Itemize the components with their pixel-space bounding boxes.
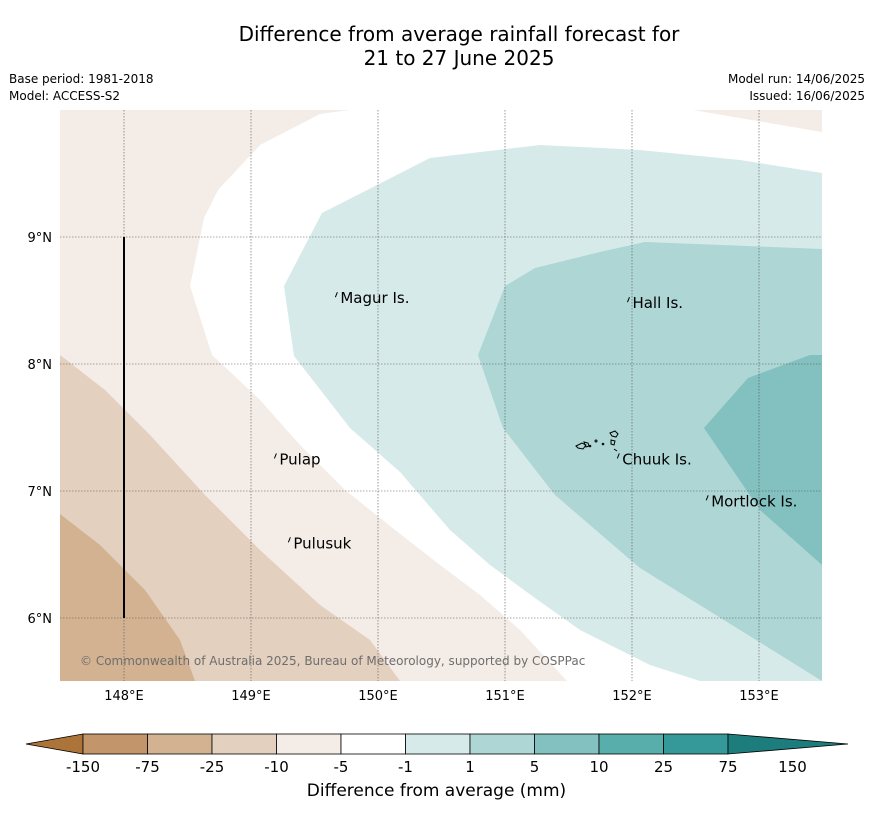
latitude-tick-label: 8°N [28, 358, 53, 373]
place-label: Magur Is. [340, 289, 409, 307]
island-marker [273, 453, 277, 459]
place-label: Pulusuk [293, 534, 351, 552]
colorbar-tick-label: 75 [718, 758, 737, 776]
island-marker [287, 537, 291, 543]
colorbar-segment [82, 733, 148, 755]
colorbar-segment [534, 733, 600, 755]
graticule [60, 110, 822, 681]
latitude-tick-label: 6°N [28, 612, 53, 627]
colorbar-segment [405, 733, 471, 755]
colorbar-extend-high [727, 733, 849, 755]
colorbar-tick-label: 5 [530, 758, 540, 776]
island-marker [705, 495, 709, 501]
title-line-1: Difference from average rainfall forecas… [238, 22, 680, 46]
place-label: Hall Is. [632, 294, 683, 312]
colorbar-segment [276, 733, 342, 755]
map-frame [60, 110, 822, 681]
colorbar-tick-label: -5 [334, 758, 349, 776]
colorbar-segment [663, 733, 729, 755]
issued-text: Issued: 16/06/2025 [749, 89, 865, 103]
model-info: Base period: 1981-2018 Model: ACCESS-S2 [9, 71, 154, 105]
longitude-tick-label: 149°E [231, 689, 271, 704]
colorbar-extend-low [25, 733, 84, 755]
colorbar-segment [340, 733, 406, 755]
colorbar: -150 -75 -25 -10 -5 -1 1 5 10 25 75 150 [25, 733, 849, 776]
colorbar-segment [211, 733, 277, 755]
model-text: Model: ACCESS-S2 [9, 89, 121, 103]
colorbar-tick-label: -1 [398, 758, 413, 776]
contour-neg25 [60, 514, 195, 681]
longitude-tick-label: 151°E [485, 689, 525, 704]
colorbar-tick-label: 10 [589, 758, 608, 776]
run-info: Model run: 14/06/2025 Issued: 16/06/2025 [728, 71, 865, 105]
contour-neg5-ne [693, 110, 822, 132]
colorbar-tick-label: -25 [200, 758, 225, 776]
colorbar-segment [469, 733, 535, 755]
place-label: Pulap [279, 450, 320, 468]
colorbar-tick-label: -10 [264, 758, 289, 776]
colorbar-label: Difference from average (mm) [306, 781, 567, 801]
colorbar-tick-label: -75 [135, 758, 160, 776]
latitude-tick-label: 9°N [28, 231, 53, 246]
copyright-text: © Commonwealth of Australia 2025, Bureau… [80, 654, 585, 668]
colorbar-segment [147, 733, 213, 755]
chuuk-islands-outline [575, 430, 619, 452]
contour-pos10 [704, 355, 822, 565]
contour-pos5 [478, 242, 822, 681]
colorbar-tick-label: 1 [465, 758, 475, 776]
colorbar-tick-label: -150 [66, 758, 100, 776]
colorbar-tick-label: 150 [778, 758, 807, 776]
map-title: Difference from average rainfall forecas… [0, 22, 873, 70]
axis-labels: 148°E 149°E 150°E 151°E 152°E 153°E 9°N 8°N 7°N 6… [28, 231, 779, 704]
title-line-2: 21 to 27 June 2025 [363, 46, 555, 70]
island-marker [626, 297, 630, 303]
longitude-tick-label: 148°E [104, 689, 144, 704]
place-label: Mortlock Is. [711, 492, 797, 510]
colorbar-tick-label: 25 [654, 758, 673, 776]
latitude-tick-label: 7°N [28, 485, 53, 500]
island-marker [616, 453, 620, 459]
colorbar-segment [598, 733, 664, 755]
longitude-tick-label: 153°E [739, 689, 779, 704]
model-run-text: Model run: 14/06/2025 [727, 72, 865, 86]
place-labels: Magur Is. Hall Is. Pulap Chuuk Is. Mortlock … [273, 289, 797, 552]
longitude-tick-label: 152°E [612, 689, 652, 704]
base-period-text: Base period: 1981-2018 [9, 72, 154, 86]
place-label: Chuuk Is. [622, 450, 691, 468]
longitude-tick-label: 150°E [358, 689, 398, 704]
island-marker [334, 291, 338, 298]
